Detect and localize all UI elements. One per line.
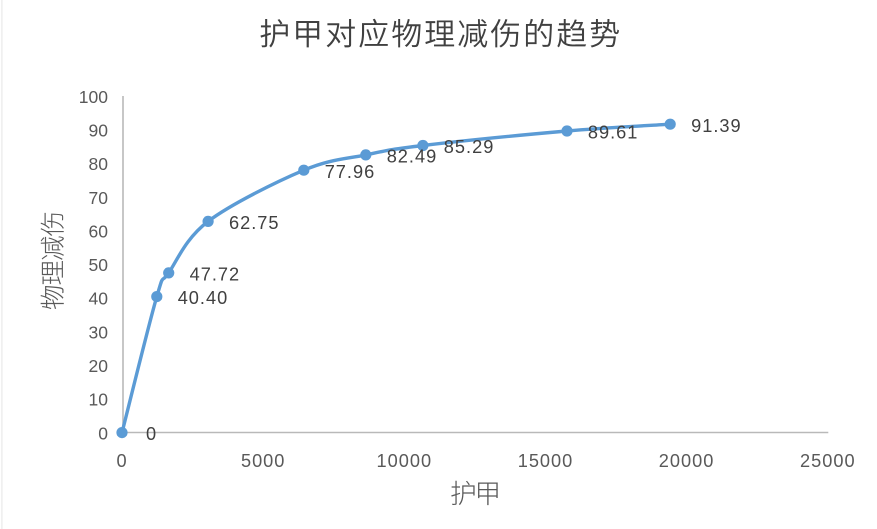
- svg-text:40: 40: [89, 289, 109, 309]
- svg-text:91.39: 91.39: [691, 116, 742, 136]
- svg-text:77.96: 77.96: [325, 162, 376, 182]
- svg-text:20: 20: [89, 356, 109, 376]
- svg-text:82.49: 82.49: [387, 147, 438, 167]
- svg-text:60: 60: [89, 221, 109, 241]
- svg-text:20000: 20000: [659, 451, 715, 471]
- svg-text:40.40: 40.40: [178, 288, 229, 308]
- svg-text:50: 50: [89, 255, 109, 275]
- svg-text:5000: 5000: [241, 451, 285, 471]
- svg-text:0: 0: [146, 424, 157, 444]
- svg-text:100: 100: [79, 87, 108, 107]
- svg-text:85.29: 85.29: [444, 137, 495, 157]
- svg-text:70: 70: [89, 188, 109, 208]
- svg-text:80: 80: [89, 154, 109, 174]
- svg-text:25000: 25000: [800, 451, 856, 471]
- svg-text:0: 0: [98, 423, 108, 443]
- svg-text:10000: 10000: [377, 451, 433, 471]
- svg-text:90: 90: [89, 120, 109, 140]
- svg-text:30: 30: [89, 322, 109, 342]
- svg-text:62.75: 62.75: [229, 213, 280, 233]
- svg-text:89.61: 89.61: [588, 123, 639, 143]
- svg-text:10: 10: [89, 390, 109, 410]
- svg-text:0: 0: [116, 451, 127, 471]
- svg-text:47.72: 47.72: [190, 265, 241, 285]
- svg-text:15000: 15000: [518, 451, 574, 471]
